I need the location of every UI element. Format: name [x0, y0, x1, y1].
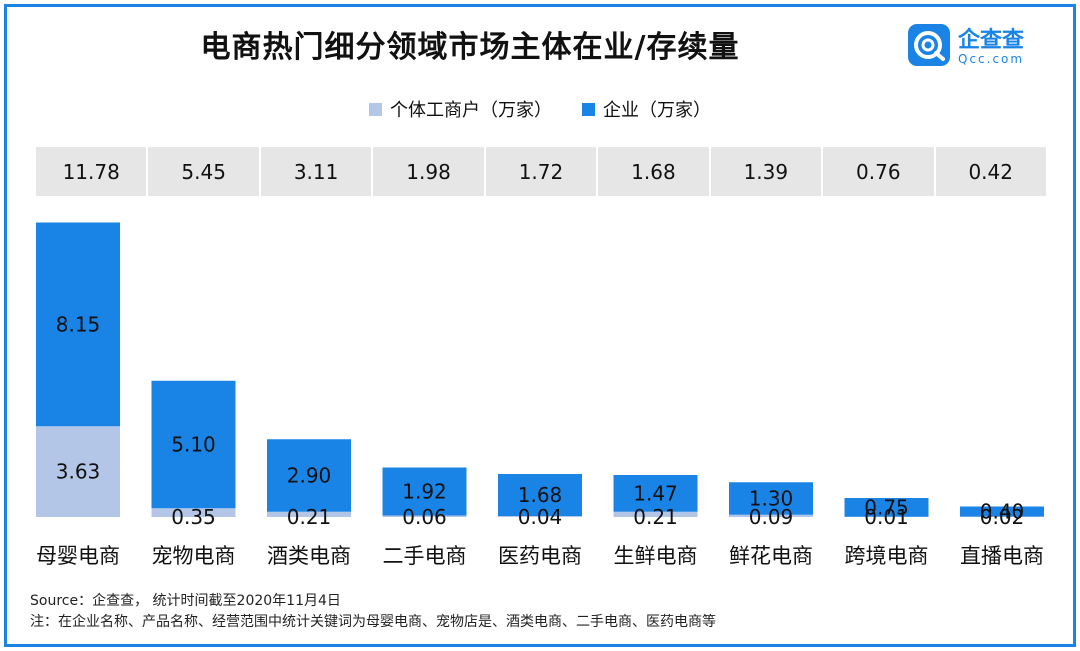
- bar-enterprise: [498, 474, 582, 516]
- legend-swatch-individual: [369, 102, 382, 116]
- total-value: 1.68: [598, 147, 709, 196]
- bar-individual: [613, 511, 698, 517]
- data-label-enterprise: 0.40: [980, 500, 1025, 524]
- legend-label-enterprise: 企业（万家）: [603, 100, 711, 121]
- data-label-enterprise: 1.47: [633, 481, 678, 505]
- source-note: Source：企查查， 统计时间截至2020年11月4日: [30, 593, 341, 609]
- category-label: 生鲜电商: [614, 544, 698, 568]
- data-label-enterprise: 1.92: [402, 480, 447, 504]
- total-value-row: 11.78 5.45 3.11 1.98 1.72 1.68 1.39 0.76…: [36, 147, 1046, 196]
- category-label: 二手电商: [383, 544, 467, 568]
- data-label-individual: 3.63: [56, 460, 101, 484]
- bar-enterprise: [613, 475, 698, 512]
- legend-item-individual: 个体工商户（万家）: [369, 96, 552, 122]
- data-label-individual: 0.35: [171, 505, 216, 529]
- category-label: 直播电商: [960, 544, 1044, 568]
- legend-item-enterprise: 企业（万家）: [582, 96, 711, 122]
- bar-enterprise: [844, 498, 929, 517]
- footnote: 注：在企业名称、产品名称、经营范围中统计关键词为母婴电商、宠物店是、酒类电商、二…: [30, 614, 716, 630]
- logo-domain: Qcc.com: [958, 52, 1025, 66]
- logo-name: 企查查: [958, 28, 1025, 53]
- bar-enterprise: [382, 467, 467, 516]
- bar-individual: [267, 511, 351, 517]
- data-label-enterprise: 1.30: [749, 487, 794, 511]
- bar-individual: [36, 426, 120, 517]
- category-label: 医药电商: [498, 544, 582, 568]
- chart-title: 电商热门细分领域市场主体在业/存续量: [200, 30, 740, 65]
- category-label: 宠物电商: [152, 544, 236, 568]
- total-value: 11.78: [36, 147, 147, 196]
- category-label: 鲜花电商: [729, 544, 813, 568]
- total-value: 3.11: [260, 147, 372, 196]
- total-value: 1.39: [710, 147, 822, 196]
- bar-enterprise: [151, 380, 236, 509]
- data-label-individual: 0.21: [633, 505, 678, 529]
- total-value: 0.42: [935, 147, 1046, 196]
- data-label-enterprise: 5.10: [171, 433, 216, 457]
- data-label-individual: 0.21: [287, 505, 332, 529]
- total-value: 0.76: [823, 147, 934, 196]
- bar-enterprise: [729, 482, 813, 515]
- data-label-individual: 0.06: [402, 505, 447, 529]
- bar-individual: [960, 516, 1044, 517]
- total-value: 5.45: [148, 147, 259, 196]
- data-label-individual: 0.09: [749, 505, 794, 529]
- legend-label-individual: 个体工商户（万家）: [390, 100, 552, 121]
- data-label-enterprise: 8.15: [56, 312, 101, 336]
- data-label-enterprise: 2.90: [287, 464, 332, 488]
- bar-individual: [498, 516, 582, 517]
- bar-individual: [729, 514, 813, 517]
- bar-individual: [151, 508, 236, 517]
- chart-frame: [4, 4, 1076, 647]
- bar-enterprise: [960, 506, 1044, 517]
- bar-enterprise: [267, 439, 351, 512]
- bar-individual: [382, 515, 467, 517]
- category-label: 跨境电商: [845, 544, 929, 568]
- category-label: 酒类电商: [267, 544, 351, 568]
- legend: 个体工商户（万家） 企业（万家）: [0, 96, 1080, 122]
- data-label-enterprise: 1.68: [518, 483, 563, 507]
- data-label-individual: 0.01: [864, 505, 909, 529]
- data-label-enterprise: 0.75: [864, 495, 909, 519]
- qcc-logo-icon: [908, 24, 950, 66]
- total-value: 1.98: [373, 147, 484, 196]
- category-label: 母婴电商: [36, 544, 120, 568]
- legend-swatch-enterprise: [582, 102, 595, 116]
- bar-enterprise: [36, 222, 120, 427]
- total-value: 1.72: [485, 147, 597, 196]
- data-label-individual: 0.02: [980, 505, 1025, 529]
- data-label-individual: 0.04: [518, 505, 563, 529]
- qcc-logo: 企查查 Qcc.com: [908, 22, 1058, 74]
